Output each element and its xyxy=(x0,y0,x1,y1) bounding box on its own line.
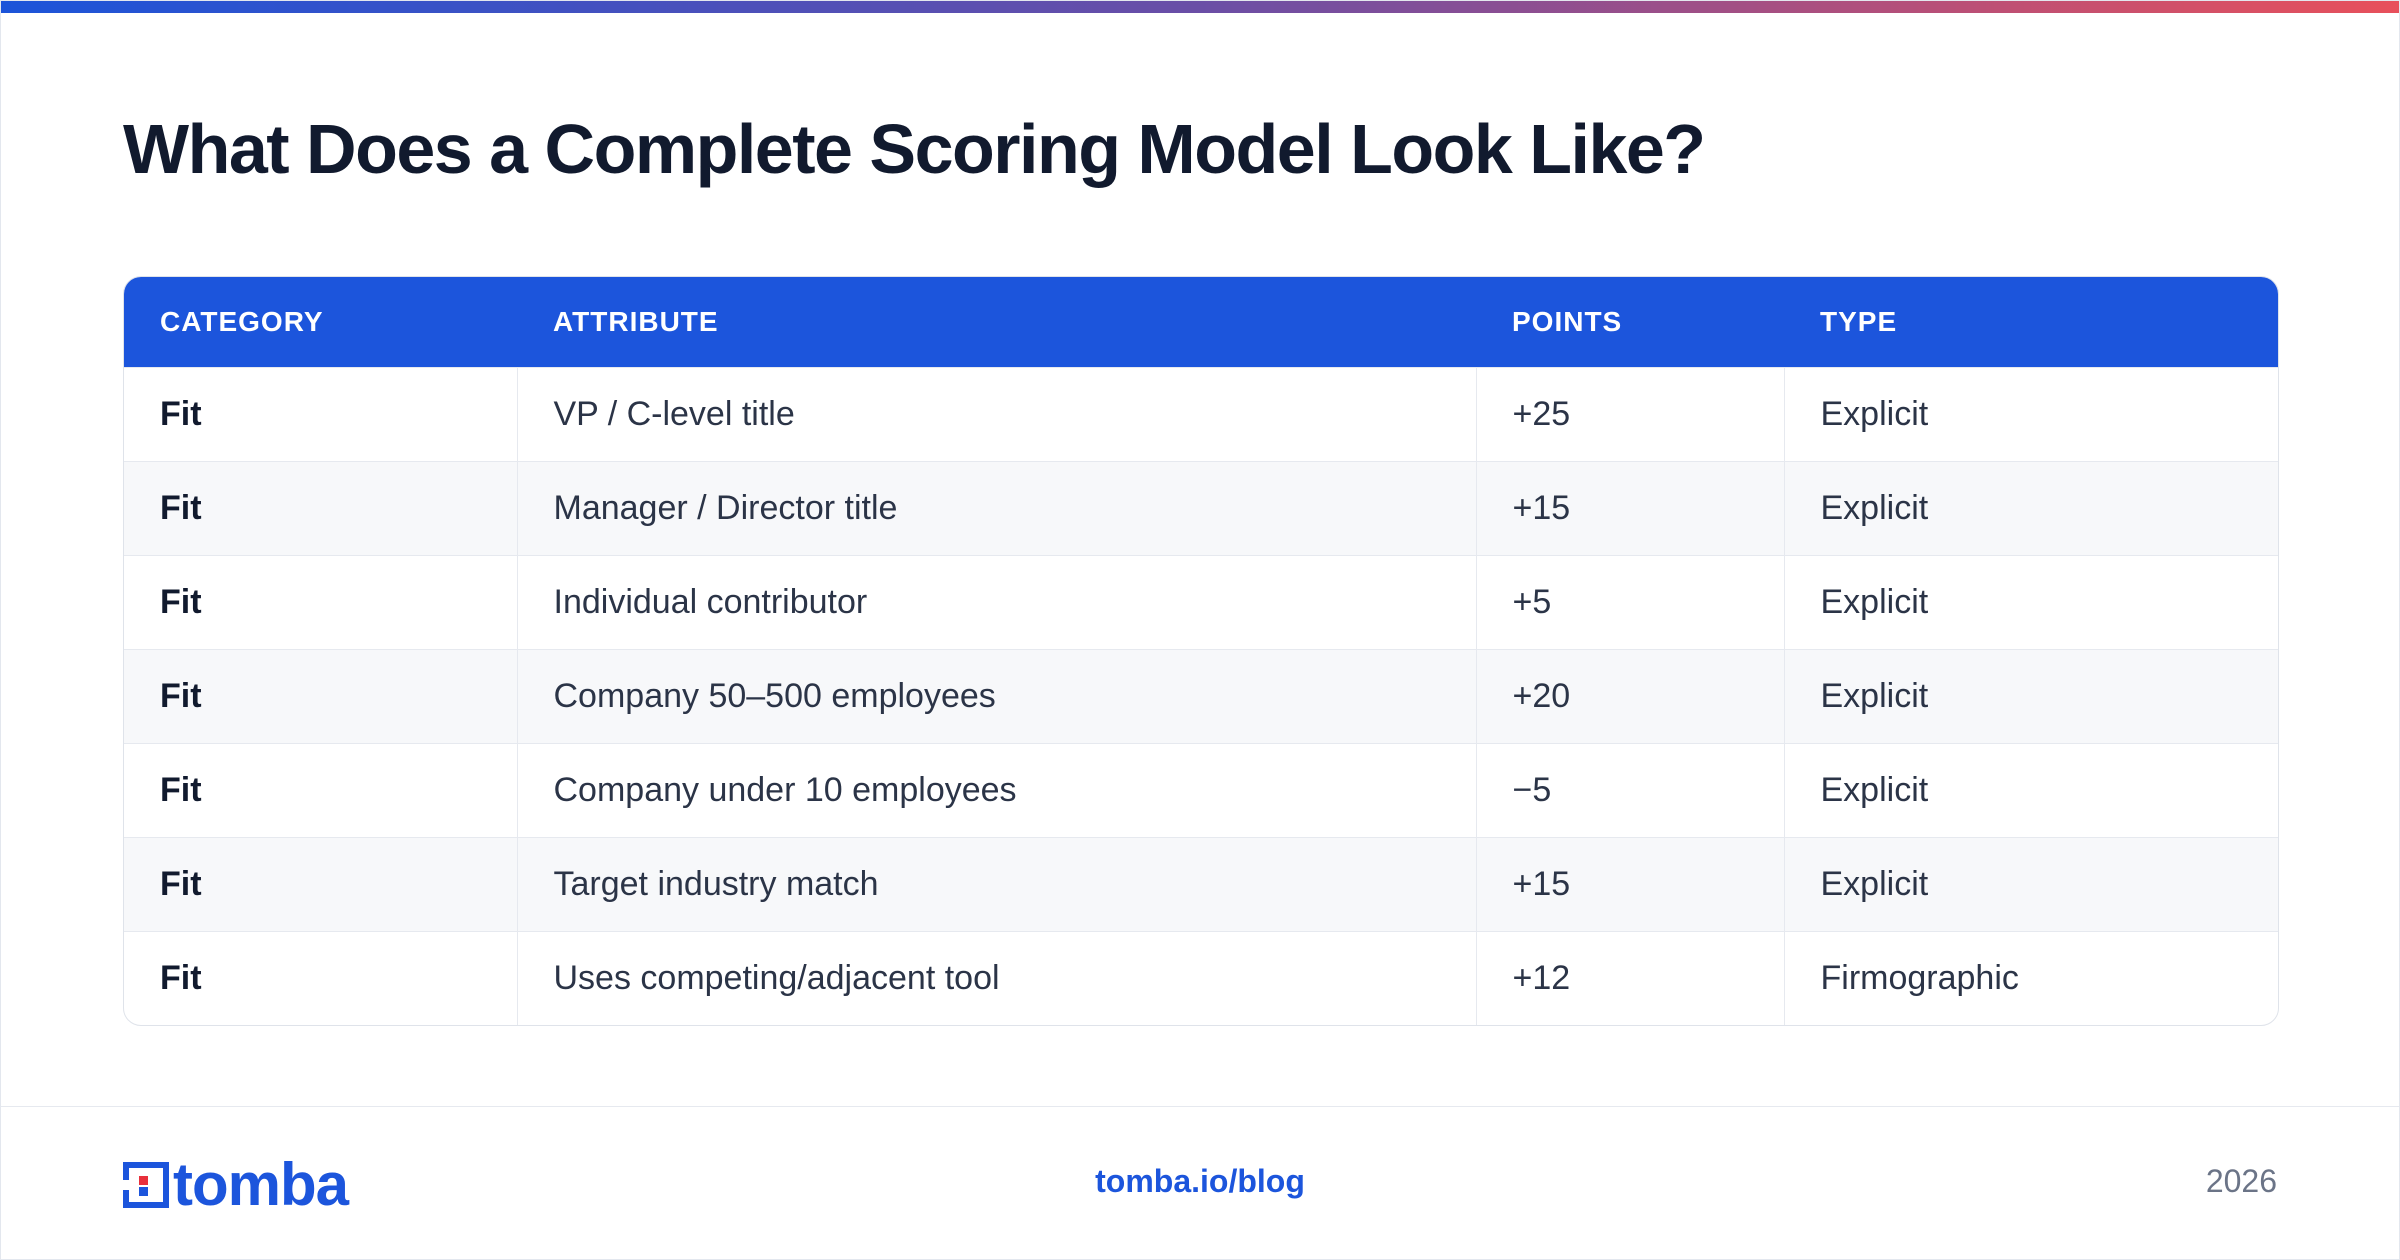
footer-year: 2026 xyxy=(2205,1163,2277,1199)
points-cell: +5 xyxy=(1475,555,1784,650)
points-cell: +20 xyxy=(1475,649,1784,744)
table-row: Fit Company 50–500 employees +20 Explici… xyxy=(124,649,2278,744)
points-cell: +25 xyxy=(1475,367,1784,462)
table-row: Fit VP / C-level title +25 Explicit xyxy=(124,367,2278,462)
attribute-cell: Manager / Director title xyxy=(516,461,1476,556)
logo-wordmark: tomba xyxy=(173,1151,349,1218)
column-header-type: TYPE xyxy=(1784,277,2278,368)
type-cell: Explicit xyxy=(1783,555,2278,650)
category-cell: Fit xyxy=(124,555,517,650)
tomba-logo[interactable]: tomba xyxy=(123,1151,349,1218)
page-title: What Does a Complete Scoring Model Look … xyxy=(123,110,1706,188)
category-cell: Fit xyxy=(124,461,517,556)
footer: tomba tomba.io/blog 2026 xyxy=(1,1106,2399,1259)
table-row: Fit Manager / Director title +15 Explici… xyxy=(124,461,2278,556)
table-body: Fit VP / C-level title +25 Explicit Fit … xyxy=(124,367,2278,1025)
type-cell: Explicit xyxy=(1783,461,2278,556)
attribute-cell: Target industry match xyxy=(516,837,1476,932)
points-cell: −5 xyxy=(1475,743,1784,838)
column-header-attribute: ATTRIBUTE xyxy=(517,277,1476,368)
category-cell: Fit xyxy=(124,367,517,462)
type-cell: Explicit xyxy=(1783,367,2278,462)
category-cell: Fit xyxy=(124,837,517,932)
table-row: Fit Target industry match +15 Explicit xyxy=(124,837,2278,932)
attribute-cell: Uses competing/adjacent tool xyxy=(516,931,1476,1025)
type-cell: Firmographic xyxy=(1783,931,2278,1025)
scoring-table-grid: CATEGORY ATTRIBUTE POINTS TYPE Fit VP / … xyxy=(124,277,2278,1025)
table-header: CATEGORY ATTRIBUTE POINTS TYPE xyxy=(124,277,2278,368)
column-header-category: CATEGORY xyxy=(124,277,517,368)
category-cell: Fit xyxy=(124,649,517,744)
table-row: Fit Company under 10 employees −5 Explic… xyxy=(124,743,2278,838)
category-cell: Fit xyxy=(124,931,517,1025)
points-cell: +15 xyxy=(1475,837,1784,932)
table-header-row: CATEGORY ATTRIBUTE POINTS TYPE xyxy=(124,277,2278,368)
type-cell: Explicit xyxy=(1783,837,2278,932)
category-cell: Fit xyxy=(124,743,517,838)
points-cell: +12 xyxy=(1475,931,1784,1025)
attribute-cell: Individual contributor xyxy=(516,555,1476,650)
type-cell: Explicit xyxy=(1783,649,2278,744)
table-row: Fit Uses competing/adjacent tool +12 Fir… xyxy=(124,931,2278,1025)
attribute-cell: Company 50–500 employees xyxy=(516,649,1476,744)
tomba-logo-icon xyxy=(123,1162,169,1208)
top-gradient-bar xyxy=(1,1,2399,13)
points-cell: +15 xyxy=(1475,461,1784,556)
scoring-table: CATEGORY ATTRIBUTE POINTS TYPE Fit VP / … xyxy=(123,276,2279,1026)
attribute-cell: Company under 10 employees xyxy=(516,743,1476,838)
blog-link[interactable]: tomba.io/blog xyxy=(1095,1163,1305,1199)
column-header-points: POINTS xyxy=(1476,277,1784,368)
type-cell: Explicit xyxy=(1783,743,2278,838)
table-row: Fit Individual contributor +5 Explicit xyxy=(124,555,2278,650)
attribute-cell: VP / C-level title xyxy=(516,367,1476,462)
